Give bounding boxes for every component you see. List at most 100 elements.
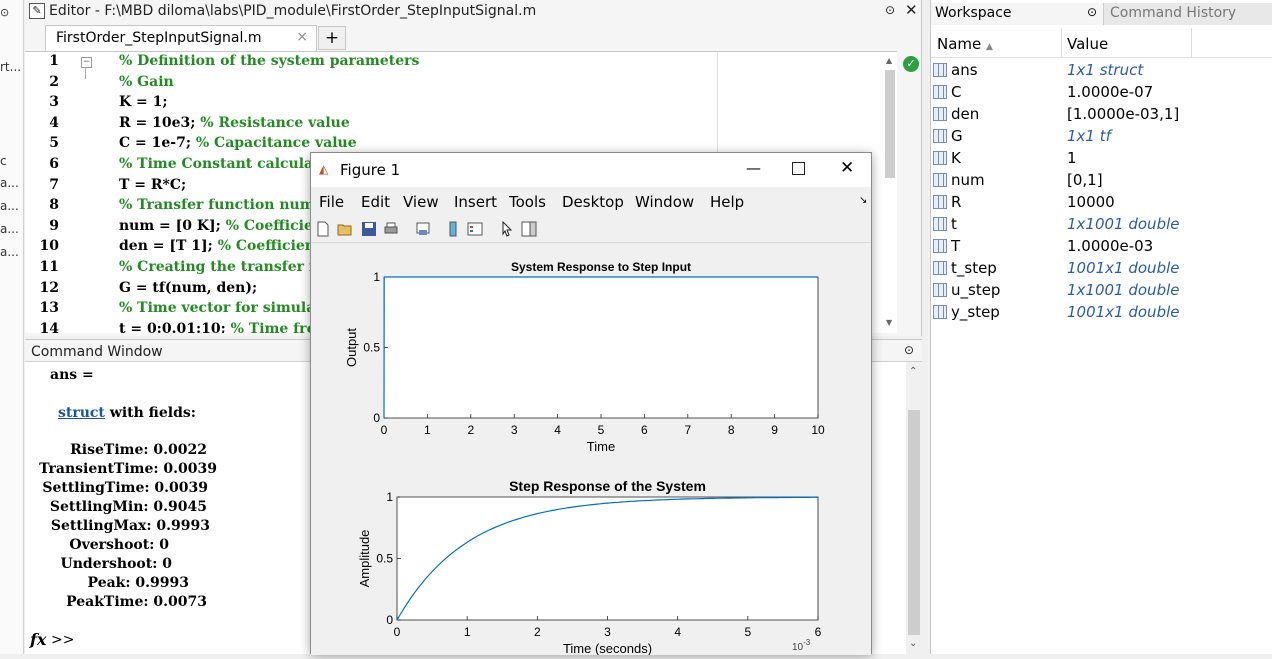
menu-tools[interactable]: Tools bbox=[509, 193, 546, 211]
command-prompt[interactable]: >> bbox=[51, 632, 75, 648]
folder-item[interactable]: a... bbox=[0, 199, 19, 213]
axes-box-1[interactable] bbox=[383, 276, 819, 419]
workspace-row[interactable]: ans 1x1 struct bbox=[931, 60, 1272, 82]
command-window-title: Command Window bbox=[31, 344, 163, 360]
menu-file[interactable]: File bbox=[319, 193, 345, 211]
workspace-row[interactable]: t_step 1001x1 double bbox=[931, 258, 1272, 280]
plot-area[interactable]: System Response to Step Input 0 1 2 3 4 5 6 7 8 9 1… bbox=[311, 244, 871, 656]
y-axis-label: Amplitude bbox=[357, 530, 372, 588]
figure-window[interactable]: ◭ Figure 1 — ✕ File Edit View Insert Tools De… bbox=[310, 152, 872, 656]
maximize-icon[interactable] bbox=[792, 162, 805, 175]
x-tick-label: 7 bbox=[684, 423, 691, 437]
workspace-panel: Workspace ⊙ Command History Name ▲ Value… bbox=[930, 0, 1272, 654]
command-scrollbar[interactable]: ⌃ ⌄ bbox=[906, 362, 922, 655]
code-line[interactable]: R = 10e3; % Resistance value bbox=[119, 115, 350, 131]
workspace-row[interactable]: t 1x1001 double bbox=[931, 214, 1272, 236]
pointer-icon[interactable] bbox=[499, 221, 515, 237]
folder-item[interactable]: a... bbox=[0, 222, 19, 236]
code-analyzer-ok-icon[interactable]: ✓ bbox=[903, 56, 919, 72]
axes-box-2[interactable] bbox=[396, 496, 819, 621]
property-editor-icon[interactable] bbox=[521, 221, 537, 237]
menu-insert[interactable]: Insert bbox=[454, 193, 498, 211]
function-browser-icon[interactable]: fx bbox=[30, 630, 47, 649]
series-line[interactable] bbox=[383, 276, 818, 419]
variable-name: T bbox=[951, 237, 961, 255]
workspace-row[interactable]: u_step 1x1001 double bbox=[931, 280, 1272, 302]
struct-field: SettlingMin: 0.9045 bbox=[49, 499, 207, 515]
editor-scroll-thumb[interactable] bbox=[885, 70, 895, 178]
editor-menu-icon[interactable]: ⊙ bbox=[885, 3, 896, 17]
close-icon[interactable]: ✕ bbox=[840, 158, 855, 178]
code-line[interactable]: C = 1e-7; % Capacitance value bbox=[119, 135, 357, 151]
workspace-row[interactable]: R 10000 bbox=[931, 192, 1272, 214]
column-divider bbox=[1191, 28, 1192, 58]
variable-value: 1 bbox=[1067, 149, 1077, 167]
folder-item[interactable]: rt... bbox=[0, 60, 20, 74]
folder-item[interactable]: a... bbox=[0, 245, 19, 259]
line-number: 12 bbox=[39, 279, 59, 296]
workspace-tab[interactable]: Workspace bbox=[935, 5, 1012, 21]
print-icon[interactable] bbox=[383, 221, 399, 237]
folder-item[interactable]: c bbox=[0, 154, 7, 168]
code-line[interactable]: % Time vector for simulation bbox=[119, 300, 347, 316]
new-tab-button[interactable]: + bbox=[318, 26, 346, 50]
menu-view[interactable]: View bbox=[403, 193, 439, 211]
link-icon[interactable] bbox=[415, 221, 431, 237]
minimize-icon[interactable]: — bbox=[746, 159, 761, 177]
scroll-down-icon[interactable]: ▼ bbox=[886, 318, 893, 327]
variable-name: den bbox=[951, 105, 980, 123]
x-axis-exponent: 10-3 bbox=[792, 638, 811, 653]
code-line[interactable]: K = 1; bbox=[119, 94, 168, 110]
cmd-scroll-up-icon[interactable]: ⌃ bbox=[909, 366, 918, 377]
current-folder-strip: ⊙ rt... c a... a... a... a... bbox=[0, 0, 24, 654]
dock-icon[interactable]: ↘ bbox=[859, 195, 868, 206]
menu-desktop[interactable]: Desktop bbox=[562, 193, 624, 211]
open-icon[interactable] bbox=[337, 221, 353, 237]
tab-close-icon[interactable]: × bbox=[296, 29, 308, 45]
editor-scrollbar[interactable]: ▲ ▼ bbox=[884, 56, 896, 328]
plots-canvas[interactable]: System Response to Step Input 0 1 2 3 4 5 6 7 8 9 1… bbox=[311, 244, 871, 656]
code-line[interactable]: % Transfer function numerator bbox=[119, 197, 363, 213]
code-line[interactable]: % Gain bbox=[119, 74, 174, 90]
editor-close-icon[interactable]: ✕ bbox=[905, 1, 918, 19]
save-icon[interactable] bbox=[361, 221, 377, 237]
series-line[interactable] bbox=[396, 496, 818, 621]
workspace-menu-icon[interactable]: ⊙ bbox=[1087, 5, 1098, 19]
menu-window[interactable]: Window bbox=[635, 193, 695, 211]
menu-help[interactable]: Help bbox=[710, 193, 745, 211]
code-line[interactable]: % Definition of the system parameters bbox=[119, 53, 419, 69]
value-column-header[interactable]: Value bbox=[1067, 35, 1109, 53]
variable-name: ans bbox=[951, 61, 978, 79]
code-line[interactable]: num = [0 K]; % Coefficients bbox=[119, 218, 337, 234]
workspace-row[interactable]: y_step 1001x1 double bbox=[931, 302, 1272, 324]
cmd-scroll-down-icon[interactable]: ⌄ bbox=[909, 638, 918, 649]
collapse-icon[interactable]: ⊙ bbox=[0, 6, 10, 19]
menu-edit[interactable]: Edit bbox=[361, 193, 391, 211]
folder-item[interactable]: a... bbox=[0, 176, 19, 190]
workspace-row[interactable]: C 1.0000e-07 bbox=[931, 82, 1272, 104]
name-column-header[interactable]: Name ▲ bbox=[937, 35, 993, 53]
code-line[interactable]: G = tf(num, den); bbox=[119, 280, 257, 296]
command-history-tab[interactable]: Command History bbox=[1103, 3, 1272, 25]
variable-value: 1001x1 double bbox=[1067, 259, 1180, 277]
fold-line bbox=[85, 67, 86, 79]
workspace-row[interactable]: num [0,1] bbox=[931, 170, 1272, 192]
workspace-row[interactable]: G 1x1 tf bbox=[931, 126, 1272, 148]
colorbar-icon[interactable] bbox=[445, 221, 461, 237]
x-tick-label: 1 bbox=[464, 625, 471, 639]
fold-icon[interactable]: − bbox=[81, 57, 92, 68]
struct-link[interactable]: struct bbox=[58, 405, 105, 421]
variable-value: 1.0000e-07 bbox=[1067, 83, 1154, 101]
code-line[interactable]: T = R*C; bbox=[119, 177, 186, 193]
workspace-row[interactable]: T 1.0000e-03 bbox=[931, 236, 1272, 258]
code-line[interactable]: t = 0:0.01:10; % Time from bbox=[119, 321, 331, 333]
cmd-scroll-thumb[interactable] bbox=[908, 410, 920, 635]
workspace-row[interactable]: den [1.0000e-03,1] bbox=[931, 104, 1272, 126]
legend-icon[interactable] bbox=[467, 221, 483, 237]
code-line[interactable]: % Time Constant calculation bbox=[119, 156, 344, 172]
scroll-up-icon[interactable]: ▲ bbox=[886, 56, 893, 65]
command-window-menu-icon[interactable]: ⊙ bbox=[904, 343, 915, 357]
new-figure-icon[interactable] bbox=[315, 221, 331, 237]
editor-tab[interactable]: FirstOrder_StepInputSignal.m × bbox=[45, 25, 317, 51]
